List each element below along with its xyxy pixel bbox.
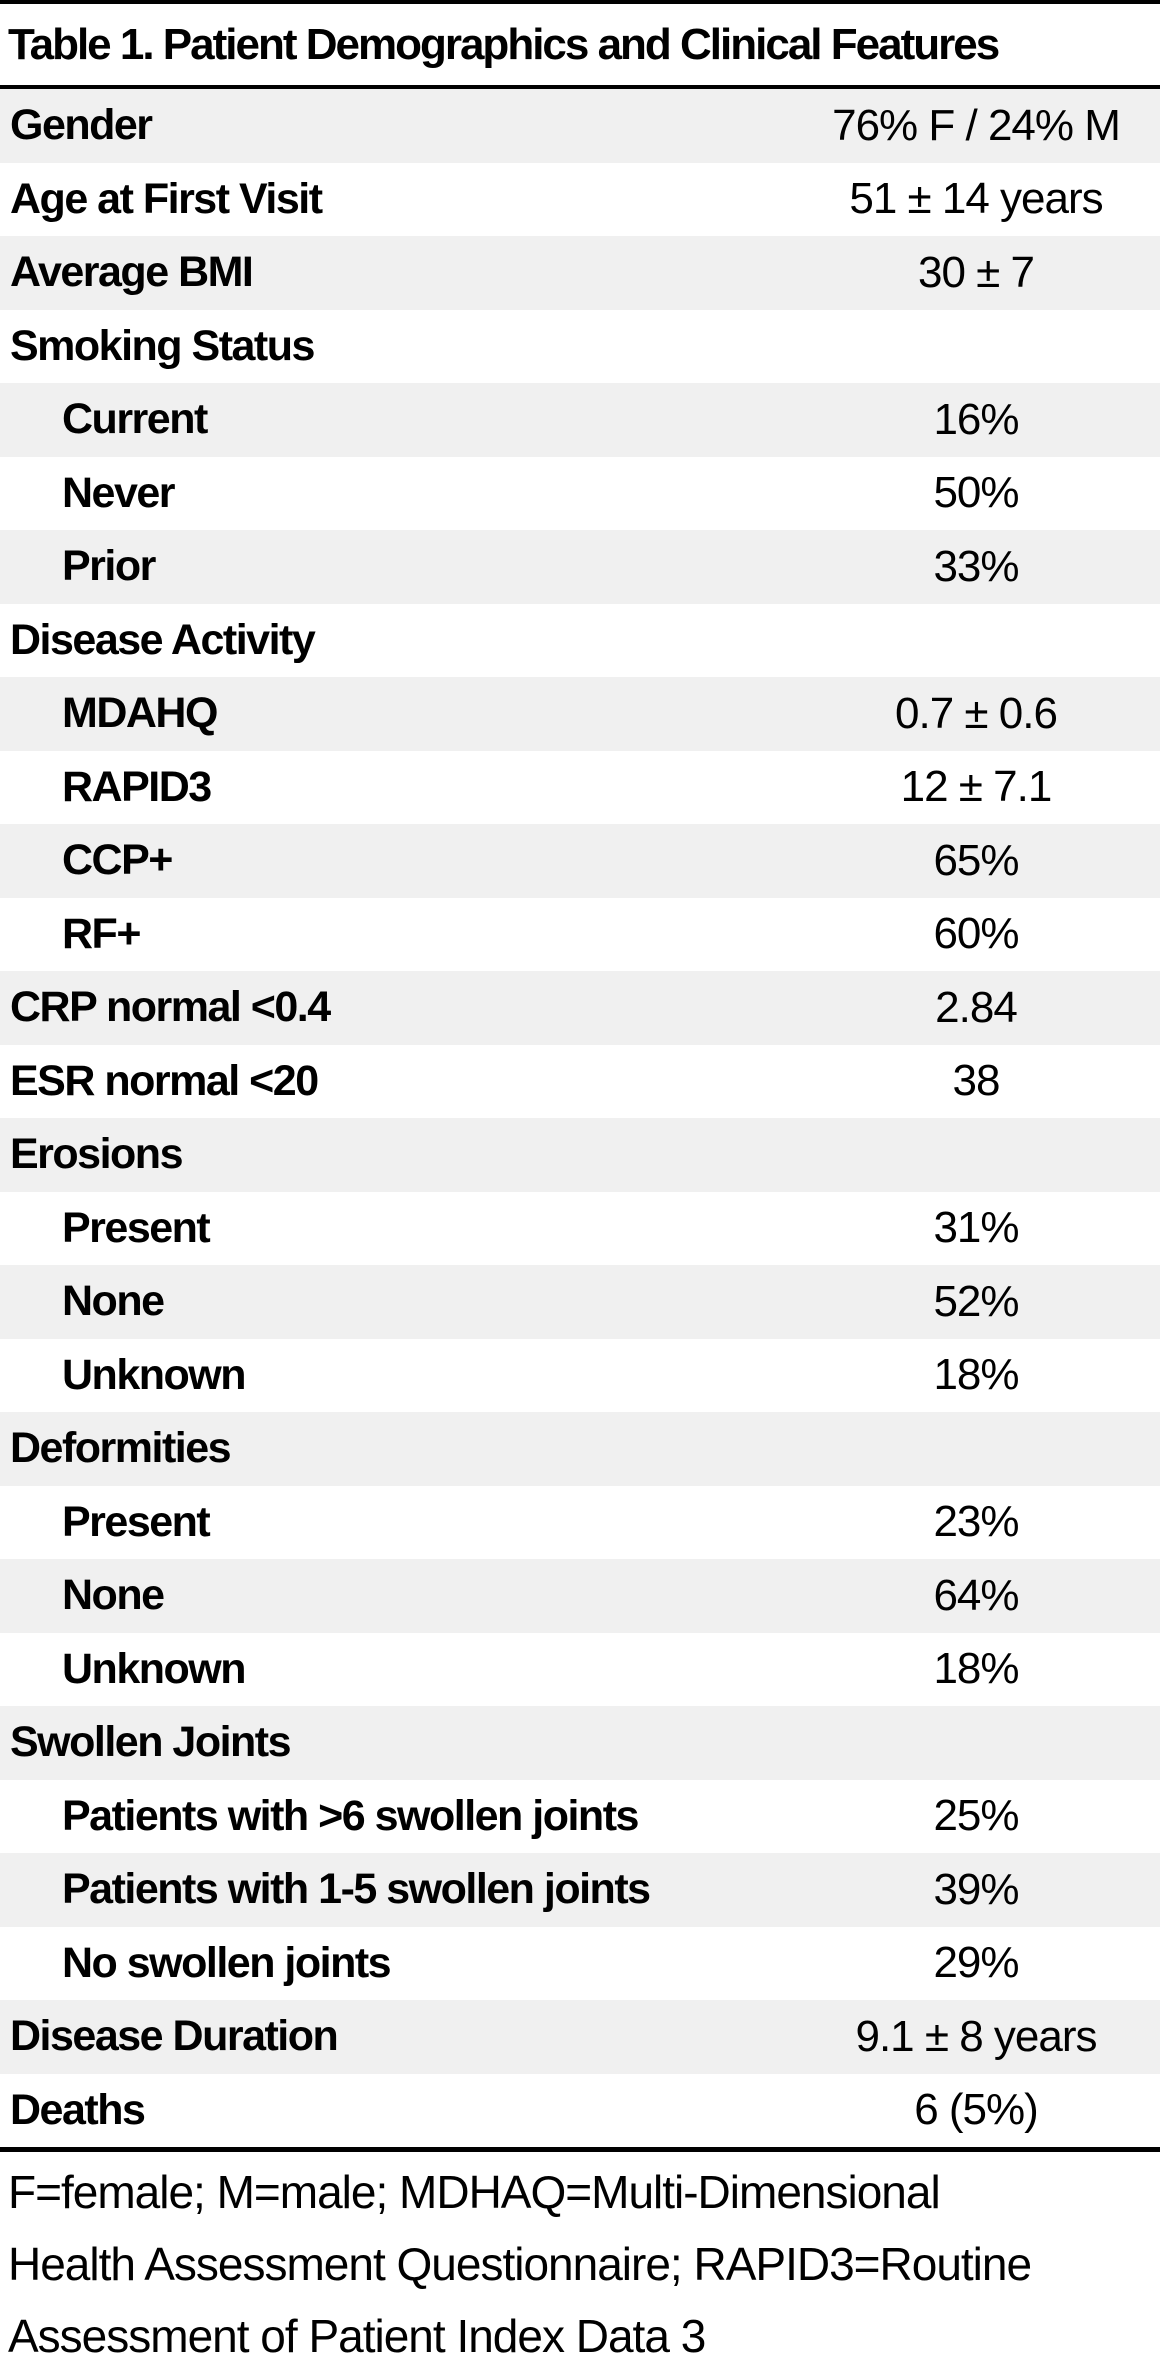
table-row: RAPID3 12 ± 7.1 bbox=[0, 750, 1160, 824]
table-row: Deaths 6 (5%) bbox=[0, 2073, 1160, 2147]
table-row: Disease Duration 9.1 ± 8 years bbox=[0, 2000, 1160, 2074]
table-row: MDAHQ 0.7 ± 0.6 bbox=[0, 677, 1160, 751]
footer-rule bbox=[0, 2147, 1160, 2152]
table-row: None 64% bbox=[0, 1559, 1160, 1633]
row-label: Patients with 1-5 swollen joints bbox=[62, 1865, 651, 1914]
table-row: ESR normal <20 38 bbox=[0, 1044, 1160, 1118]
table-row: CCP+ 65% bbox=[0, 824, 1160, 898]
row-value: 38 bbox=[952, 1056, 1001, 1106]
row-label: Disease Activity bbox=[10, 615, 316, 664]
row-value: 30 ± 7 bbox=[917, 247, 1035, 297]
row-value: 0.7 ± 0.6 bbox=[895, 688, 1058, 738]
table-row: Current 16% bbox=[0, 383, 1160, 457]
footnote-line: Health Assessment Questionnaire; RAPID3=… bbox=[8, 2238, 1032, 2290]
table-row: Unknown 18% bbox=[0, 1338, 1160, 1412]
footnote-line: F=female; M=male; MDHAQ=Multi-Dimensiona… bbox=[8, 2166, 941, 2218]
table-row: Patients with 1-5 swollen joints 39% bbox=[0, 1853, 1160, 1927]
demographics-table: Gender 76% F / 24% M Age at First Visit … bbox=[0, 89, 1160, 2147]
page-title: Table 1. Patient Demographics and Clinic… bbox=[8, 19, 1000, 69]
row-label: Swollen Joints bbox=[10, 1718, 292, 1767]
table-row: No swollen joints 29% bbox=[0, 1926, 1160, 2000]
footnote: F=female; M=male; MDHAQ=Multi-Dimensiona… bbox=[0, 2152, 1160, 2372]
row-value: 51 ± 14 years bbox=[849, 174, 1103, 224]
row-value: 33% bbox=[933, 541, 1019, 591]
row-label: None bbox=[62, 1571, 165, 1620]
row-label: CCP+ bbox=[62, 836, 173, 885]
row-label: Never bbox=[62, 468, 176, 517]
row-label: Erosions bbox=[10, 1130, 184, 1179]
row-label: Present bbox=[62, 1497, 211, 1546]
row-value: 31% bbox=[933, 1203, 1019, 1253]
row-label: ESR normal <20 bbox=[10, 1056, 319, 1105]
table-row: RF+ 60% bbox=[0, 897, 1160, 971]
row-value: 6 (5%) bbox=[914, 2085, 1039, 2135]
row-value: 12 ± 7.1 bbox=[900, 762, 1053, 812]
row-value: 52% bbox=[933, 1276, 1019, 1326]
row-value: 65% bbox=[933, 835, 1019, 885]
table-row: Patients with >6 swollen joints 25% bbox=[0, 1779, 1160, 1853]
table-row: Prior 33% bbox=[0, 530, 1160, 604]
table-row: Unknown 18% bbox=[0, 1632, 1160, 1706]
row-value: 39% bbox=[933, 1864, 1019, 1914]
table-row: Swollen Joints bbox=[0, 1706, 1160, 1780]
table-row: Disease Activity bbox=[0, 603, 1160, 677]
row-value: 29% bbox=[933, 1938, 1019, 1988]
row-label: Smoking Status bbox=[10, 321, 315, 370]
table-row: None 52% bbox=[0, 1265, 1160, 1339]
row-label: Patients with >6 swollen joints bbox=[62, 1791, 639, 1840]
table-row: Smoking Status bbox=[0, 309, 1160, 383]
table-row: Erosions bbox=[0, 1118, 1160, 1192]
row-label: Unknown bbox=[62, 1350, 246, 1399]
table-row: Deformities bbox=[0, 1412, 1160, 1486]
row-value: 18% bbox=[933, 1644, 1019, 1694]
table-row: Present 23% bbox=[0, 1485, 1160, 1559]
row-label: Deformities bbox=[10, 1424, 232, 1473]
table-row: Present 31% bbox=[0, 1191, 1160, 1265]
row-label: Unknown bbox=[62, 1644, 246, 1693]
row-label: CRP normal <0.4 bbox=[10, 983, 331, 1032]
row-value: 9.1 ± 8 years bbox=[855, 2011, 1097, 2061]
row-value: 23% bbox=[933, 1497, 1019, 1547]
row-value: 18% bbox=[933, 1350, 1019, 1400]
row-label: RF+ bbox=[62, 909, 141, 958]
table-row: Average BMI 30 ± 7 bbox=[0, 236, 1160, 310]
row-label: Age at First Visit bbox=[10, 174, 323, 223]
row-label: MDAHQ bbox=[62, 689, 218, 738]
row-label: Deaths bbox=[10, 2085, 146, 2134]
row-label: Average BMI bbox=[10, 248, 254, 297]
table-row: Never 50% bbox=[0, 456, 1160, 530]
row-label: Prior bbox=[62, 542, 156, 591]
row-value: 16% bbox=[933, 394, 1019, 444]
row-value: 50% bbox=[933, 468, 1019, 518]
table-row: CRP normal <0.4 2.84 bbox=[0, 971, 1160, 1045]
row-value: 76% F / 24% M bbox=[832, 100, 1121, 150]
table-row: Gender 76% F / 24% M bbox=[0, 89, 1160, 163]
row-label: Gender bbox=[10, 101, 153, 150]
row-value: 25% bbox=[933, 1791, 1019, 1841]
title-rule bbox=[0, 85, 1160, 89]
row-label: Present bbox=[62, 1203, 211, 1252]
row-label: No swollen joints bbox=[62, 1938, 392, 1987]
row-label: RAPID3 bbox=[62, 762, 212, 811]
row-value: 2.84 bbox=[935, 982, 1018, 1032]
footnote-line: Assessment of Patient Index Data 3 bbox=[8, 2310, 706, 2362]
row-label: Disease Duration bbox=[10, 2012, 339, 2061]
row-label: None bbox=[62, 1277, 165, 1326]
row-value: 60% bbox=[933, 909, 1019, 959]
row-value: 64% bbox=[933, 1570, 1019, 1620]
table-row: Age at First Visit 51 ± 14 years bbox=[0, 162, 1160, 236]
top-rule bbox=[0, 0, 1160, 4]
row-label: Current bbox=[62, 395, 208, 444]
